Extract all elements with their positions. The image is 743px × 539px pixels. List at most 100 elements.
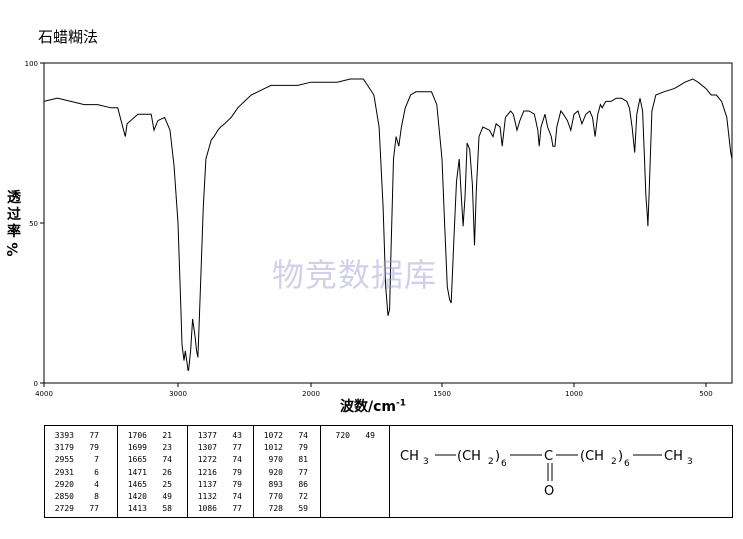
peak-row: 2931 6	[45, 467, 117, 479]
peak-wavenumber: 1137	[197, 479, 217, 489]
peak-row: 1137 79	[188, 479, 253, 491]
peak-transmittance: 6	[94, 467, 99, 477]
peak-transmittance: 86	[298, 479, 308, 489]
peak-transmittance: 26	[162, 467, 172, 477]
y-axis-unit: %	[5, 242, 22, 257]
peak-column: 720 49	[321, 426, 390, 517]
peak-row: 1132 74	[188, 491, 253, 503]
y-axis-label-char: 过	[7, 207, 21, 223]
peak-wavenumber: 1420	[127, 492, 147, 502]
peak-transmittance: 72	[298, 492, 308, 502]
peak-row: 1420 49	[118, 491, 187, 503]
peak-row: 2729 77	[45, 503, 117, 515]
peak-row: 920 77	[254, 467, 320, 479]
y-axis-ticks: 0 50 100	[25, 60, 44, 388]
peak-wavenumber: 1086	[197, 504, 217, 514]
peak-transmittance: 79	[89, 443, 99, 453]
x-tick-label: 1500	[433, 390, 451, 398]
plot-frame	[43, 62, 733, 384]
peak-wavenumber: 3179	[54, 443, 74, 453]
y-tick-label: 0	[34, 380, 38, 388]
peak-transmittance: 43	[232, 431, 242, 440]
peak-transmittance: 77	[298, 467, 308, 477]
peak-row: 770 72	[254, 491, 320, 503]
peak-row: 1012 79	[254, 442, 320, 454]
y-tick-label: 100	[25, 60, 38, 68]
peak-transmittance: 8	[94, 492, 99, 502]
peak-column: 3393 77 3179 79 2955 7 2931 6 2920 4 2850 8 2729 77	[45, 426, 118, 517]
peak-wavenumber: 1706	[127, 431, 147, 440]
peak-wavenumber: 1132	[197, 492, 217, 502]
peak-wavenumber: 2729	[54, 504, 74, 514]
methyl-left: CH	[400, 449, 419, 464]
peak-row: 2920 4	[45, 479, 117, 491]
chain-right-close: )	[618, 449, 623, 464]
peak-wavenumber: 1012	[263, 443, 283, 453]
peak-row: 3179 79	[45, 442, 117, 454]
x-axis-ticks: 4000 3000 2000 1500 1000 500	[35, 383, 713, 398]
peak-row: 1471 26	[118, 467, 187, 479]
methyl-right-sub: 3	[687, 457, 693, 467]
peak-transmittance: 25	[162, 479, 172, 489]
chain-right-count: 6	[624, 459, 630, 469]
peak-transmittance: 81	[298, 455, 308, 465]
peak-transmittance: 59	[298, 504, 308, 514]
peak-wavenumber: 770	[268, 492, 283, 502]
peak-row: 1377 43	[188, 430, 253, 442]
x-axis-label: 波数/cm-1	[340, 396, 406, 416]
peak-wavenumber: 893	[268, 479, 283, 489]
peak-transmittance: 77	[89, 431, 99, 440]
peak-wavenumber: 1699	[127, 443, 147, 453]
peak-row: 3393 77	[45, 430, 117, 442]
chain-left-close: )	[495, 449, 500, 464]
x-tick-label: 1000	[565, 390, 583, 398]
structure-diagram: CH 3 (CH 2 ) 6 C O (CH 2 ) 6 CH 3	[400, 449, 693, 499]
peak-wavenumber: 728	[268, 504, 283, 514]
methyl-right: CH	[664, 449, 683, 464]
peak-row: 1465 25	[118, 479, 187, 491]
peak-row: 1072 74	[254, 430, 320, 442]
peak-row: 1216 79	[188, 467, 253, 479]
y-axis-label-text: 透过率	[4, 190, 24, 241]
peak-wavenumber: 1471	[127, 467, 147, 477]
peak-transmittance: 21	[162, 431, 172, 440]
peak-transmittance: 7	[94, 455, 99, 465]
peak-transmittance: 4	[94, 479, 99, 489]
peak-column: 1072 74 1012 79 970 81 920 77 893 86 770 72 728 59	[254, 426, 321, 517]
peak-row: 1086 77	[188, 503, 253, 515]
peak-transmittance: 74	[162, 455, 172, 465]
peak-transmittance: 74	[232, 492, 242, 502]
peak-wavenumber: 2931	[54, 467, 74, 477]
peak-wavenumber: 1072	[263, 431, 283, 440]
chain-right-open: (CH	[580, 449, 604, 464]
y-axis-label-char: 率	[7, 224, 21, 240]
method-label: 石蜡糊法	[38, 28, 99, 46]
x-tick-label: 500	[699, 390, 712, 398]
peak-wavenumber: 1377	[197, 431, 217, 440]
peak-transmittance: 74	[232, 455, 242, 465]
peak-row: 893 86	[254, 479, 320, 491]
peak-transmittance: 74	[298, 431, 308, 440]
peak-wavenumber: 1465	[127, 479, 147, 489]
peak-transmittance: 23	[162, 443, 172, 453]
methyl-left-sub: 3	[423, 457, 429, 467]
chain-left-sub: 2	[488, 457, 494, 467]
y-axis-label: 透过率 %	[4, 190, 24, 258]
peak-row: 1699 23	[118, 442, 187, 454]
peak-column: 1706 21 1699 23 1665 74 1471 26 1465 25 1420 49 1413…	[118, 426, 188, 517]
peak-wavenumber: 1272	[197, 455, 217, 465]
peak-wavenumber: 1413	[127, 504, 147, 514]
x-tick-label: 3000	[169, 390, 187, 398]
chain-left-open: (CH	[457, 449, 481, 464]
x-tick-label: 2000	[302, 390, 320, 398]
peak-row: 1413 58	[118, 503, 187, 515]
peak-wavenumber: 2920	[54, 479, 74, 489]
peak-wavenumber: 720	[335, 431, 350, 440]
watermark: 物竞数据库	[272, 256, 438, 294]
x-tick-label: 4000	[35, 390, 53, 398]
peak-transmittance: 77	[232, 443, 242, 453]
carbonyl-oxygen: O	[544, 484, 554, 499]
peak-transmittance: 79	[298, 443, 308, 453]
peak-row: 1272 74	[188, 454, 253, 466]
peak-transmittance: 58	[162, 504, 172, 514]
